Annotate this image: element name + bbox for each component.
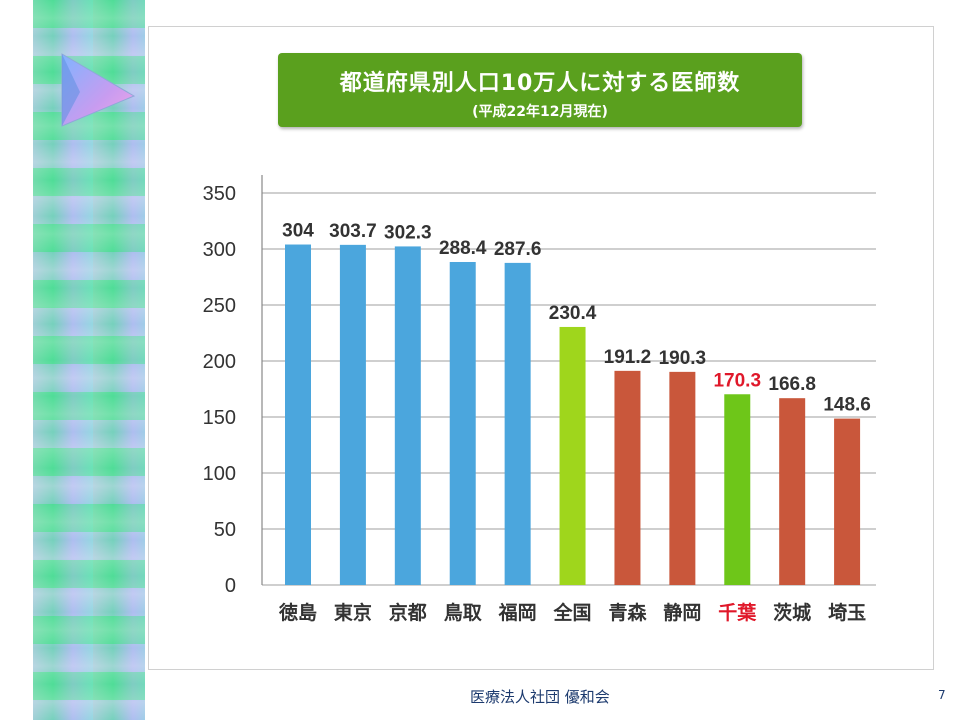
y-tick-label: 0: [225, 575, 236, 597]
data-label: 303.7: [329, 221, 377, 242]
bar: [834, 418, 861, 585]
bar: [669, 371, 696, 585]
bar: [339, 244, 366, 585]
footer-organization: 医療法人社団 優和会: [470, 688, 610, 706]
data-label: 302.3: [384, 222, 432, 243]
x-tick-label: 埼玉: [828, 601, 866, 624]
chart-title-box: 都道府県別人口10万人に対する医師数 (平成22年12月現在): [278, 53, 802, 127]
data-label: 190.3: [659, 348, 707, 369]
data-label: 170.3: [713, 370, 761, 391]
data-label: 230.4: [549, 303, 597, 324]
x-tick-label: 青森: [608, 601, 647, 624]
y-tick-label: 200: [203, 351, 236, 373]
decorative-side-strip: [33, 0, 145, 720]
data-label: 148.6: [823, 395, 871, 416]
data-label: 166.8: [768, 374, 816, 395]
y-tick-label: 50: [214, 519, 236, 541]
y-tick-label: 350: [203, 183, 236, 205]
x-tick-label: 全国: [553, 601, 592, 624]
x-tick-label: 徳島: [278, 601, 317, 624]
bar: [504, 262, 531, 585]
data-label: 304: [282, 221, 314, 242]
play-triangle-icon: [61, 53, 136, 127]
chart-subtitle: (平成22年12月現在): [472, 104, 608, 120]
data-label: 287.6: [494, 239, 542, 260]
y-tick-label: 250: [203, 295, 236, 317]
bar: [779, 398, 806, 585]
y-tick-label: 100: [203, 463, 236, 485]
bar: [614, 370, 641, 585]
chart-title: 都道府県別人口10万人に対する医師数: [339, 71, 741, 96]
x-tick-label: 静岡: [663, 601, 701, 624]
bar: [394, 246, 421, 585]
bar: [559, 326, 586, 585]
x-tick-label: 福岡: [498, 601, 537, 624]
page-number: 7: [938, 688, 946, 702]
bar: [285, 244, 311, 585]
data-label: 191.2: [604, 347, 652, 368]
x-tick-label: 千葉: [718, 602, 757, 624]
x-tick-label: 東京: [334, 601, 372, 624]
x-tick-label: 茨城: [773, 601, 811, 624]
data-label: 288.4: [439, 238, 487, 259]
bar: [449, 261, 476, 585]
x-tick-label: 京都: [389, 601, 427, 624]
x-tick-label: 鳥取: [444, 601, 482, 624]
y-tick-label: 150: [203, 407, 236, 429]
y-tick-label: 300: [203, 239, 236, 261]
bar: [724, 394, 751, 585]
